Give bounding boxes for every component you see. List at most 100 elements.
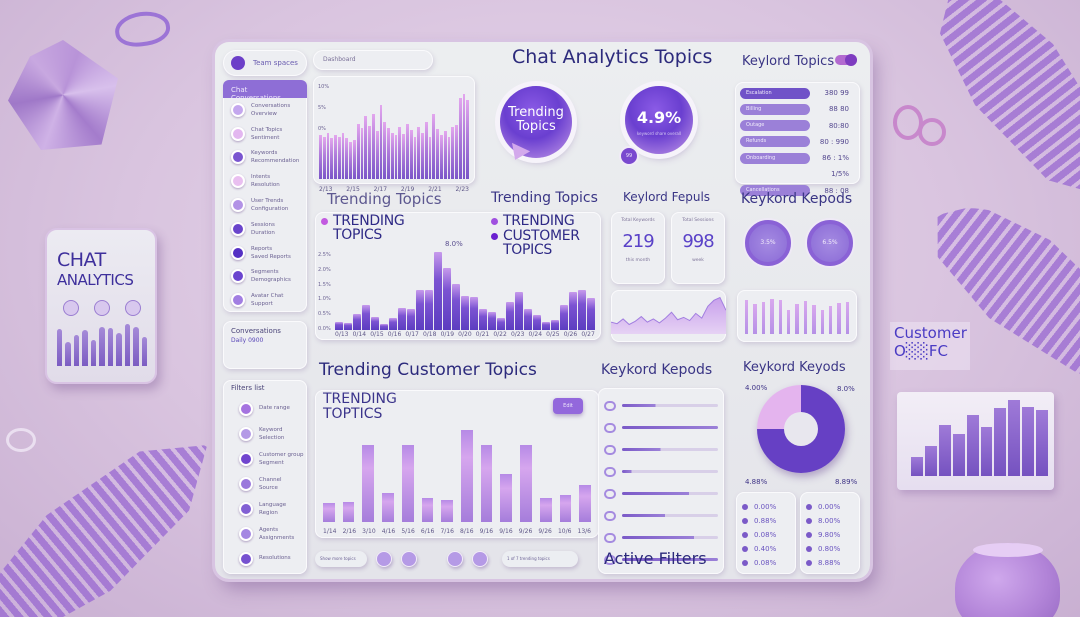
keyword-circle[interactable]: 6.5%	[807, 220, 853, 266]
bar[interactable]	[323, 502, 335, 522]
bar[interactable]	[533, 314, 541, 330]
page-refresh-button[interactable]	[401, 551, 417, 567]
bar[interactable]	[569, 291, 577, 330]
sidebar-item[interactable]: Avatar Chat Support	[223, 288, 307, 312]
bar[interactable]	[362, 304, 370, 330]
filter-slider[interactable]	[622, 426, 718, 429]
filter-item[interactable]: Customer group Segment	[231, 446, 303, 471]
bar[interactable]	[389, 318, 397, 330]
keyword-row[interactable]: Billing 88 80	[740, 102, 855, 116]
filter-row[interactable]	[604, 396, 718, 415]
bar[interactable]	[90, 339, 97, 366]
bar[interactable]	[1036, 410, 1049, 476]
keyword-row[interactable]: Escalation 380 99	[740, 86, 855, 100]
bar[interactable]	[447, 137, 451, 179]
bar[interactable]	[952, 433, 965, 476]
bar[interactable]	[820, 310, 824, 334]
bar[interactable]	[828, 306, 833, 334]
bar[interactable]	[551, 320, 559, 330]
bar[interactable]	[57, 329, 63, 366]
filter-row[interactable]	[604, 418, 718, 437]
trending-topics-bubble[interactable]: Trending Topics	[500, 86, 572, 158]
chart-icon[interactable]	[94, 300, 110, 316]
page-prev-button[interactable]	[376, 551, 392, 567]
bar[interactable]	[417, 127, 421, 179]
bar[interactable]	[560, 305, 568, 330]
bar[interactable]	[515, 291, 523, 330]
filter-item[interactable]: Channel Source	[231, 471, 299, 496]
bar[interactable]	[488, 311, 496, 330]
bar[interactable]	[579, 485, 592, 522]
bar[interactable]	[520, 444, 532, 522]
bar[interactable]	[383, 121, 387, 179]
filter-item[interactable]: Agents Assignments	[231, 521, 299, 546]
bar[interactable]	[326, 132, 330, 179]
bar[interactable]	[924, 446, 937, 476]
bar[interactable]	[337, 136, 341, 179]
bar[interactable]	[319, 134, 322, 179]
sidebar-item[interactable]: Reports Saved Reports	[223, 241, 307, 265]
bar[interactable]	[500, 473, 513, 522]
bar[interactable]	[371, 317, 379, 330]
bar[interactable]	[380, 324, 388, 330]
bar[interactable]	[360, 128, 364, 179]
filter-slider[interactable]	[622, 558, 718, 561]
bar[interactable]	[461, 430, 473, 522]
keyword-circle[interactable]: 3.5%	[745, 220, 791, 266]
filter-item[interactable]: Date range	[231, 396, 299, 421]
bar[interactable]	[966, 415, 979, 476]
filter-row[interactable]	[604, 462, 718, 481]
bar[interactable]	[462, 94, 466, 179]
bar[interactable]	[342, 501, 355, 522]
bar[interactable]	[455, 125, 458, 179]
bar[interactable]	[506, 302, 514, 330]
page-next-button[interactable]	[472, 551, 488, 567]
bar[interactable]	[443, 130, 447, 179]
bar[interactable]	[398, 127, 402, 179]
bar[interactable]	[778, 300, 782, 334]
bar[interactable]	[353, 314, 361, 330]
bar[interactable]	[470, 296, 478, 330]
bar[interactable]	[425, 290, 433, 330]
bar[interactable]	[65, 342, 71, 366]
bar[interactable]	[107, 328, 114, 366]
bar[interactable]	[398, 307, 406, 330]
sidebar-item[interactable]: Keywords Recommendation	[223, 146, 307, 170]
chart-edit-button[interactable]: Edit	[553, 398, 583, 414]
conversations-mini-card[interactable]: Conversations Daily 0900	[223, 321, 307, 369]
bar[interactable]	[911, 457, 923, 476]
bar[interactable]	[382, 492, 394, 522]
bar[interactable]	[349, 142, 353, 179]
filter-slider[interactable]	[622, 492, 718, 495]
bar[interactable]	[124, 324, 131, 366]
bar[interactable]	[368, 126, 371, 179]
legend-item[interactable]: CUSTOMER TOPICS	[491, 229, 613, 257]
bar[interactable]	[356, 123, 360, 179]
bar[interactable]	[364, 116, 368, 179]
bar[interactable]	[394, 134, 398, 179]
bar[interactable]	[587, 298, 595, 330]
stat-card[interactable]: Total Sessions 998 week	[671, 212, 725, 284]
sidebar-item[interactable]: Chat Topics Sentiment	[223, 122, 307, 146]
keyword-row[interactable]: Refunds 80 : 990	[740, 135, 855, 149]
bar[interactable]	[938, 425, 951, 476]
bar[interactable]	[542, 322, 550, 330]
filter-slider[interactable]	[622, 404, 718, 407]
keyword-row[interactable]: Onboarding 86 : 1%	[740, 151, 855, 165]
bar[interactable]	[405, 123, 409, 179]
sidebar-item[interactable]: Conversations Overview	[223, 98, 307, 122]
bar[interactable]	[441, 499, 454, 522]
chat-icon[interactable]	[63, 300, 79, 316]
bar[interactable]	[390, 132, 394, 179]
keyword-donut-chart[interactable]	[757, 385, 845, 473]
bar[interactable]	[73, 334, 80, 366]
bar[interactable]	[524, 308, 532, 330]
keyword-percent-bubble[interactable]: 4.9% keyword share overall	[625, 86, 693, 154]
keyword-row[interactable]: Cancellations 88 : 08	[740, 184, 855, 198]
bar[interactable]	[1008, 400, 1021, 476]
bar[interactable]	[330, 138, 334, 179]
filter-slider[interactable]	[622, 514, 718, 517]
bar[interactable]	[497, 318, 505, 330]
filter-slider[interactable]	[622, 448, 718, 451]
stat-card[interactable]: Total Keywords 219 this month	[611, 212, 665, 284]
